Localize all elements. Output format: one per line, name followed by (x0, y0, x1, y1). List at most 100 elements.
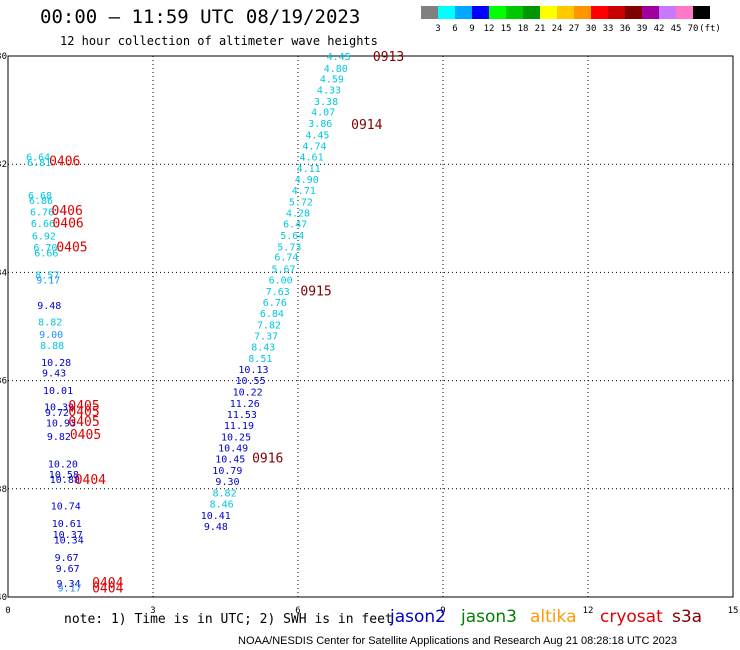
legend-label: (ft) (699, 24, 721, 34)
wave-height-a: 7.82 (257, 320, 281, 331)
wave-height-b: 9.72 (45, 408, 69, 419)
legend-swatch (591, 6, 608, 19)
legend-swatch (506, 6, 523, 19)
wave-height-a: 7.63 (266, 287, 290, 298)
wave-height-a: 11.19 (224, 421, 254, 432)
x-tick-label: 12 (583, 606, 594, 616)
time-label: 0914 (351, 118, 382, 133)
wave-height-a: 10.49 (218, 444, 248, 455)
wave-height-b: 10.34 (54, 536, 84, 547)
wave-height-a: 4.74 (302, 141, 326, 152)
x-tick-label: 9 (440, 606, 445, 616)
legend-altika: altika (530, 607, 577, 627)
wave-height-a: 4.45 (327, 52, 351, 63)
wave-height-a: 5.73 (277, 242, 301, 253)
time-label: 0915 (300, 284, 331, 299)
y-tick-label: -38 (0, 485, 7, 495)
y-tick-label: -40 (0, 593, 7, 603)
wave-height-a: 6.84 (260, 309, 284, 320)
plot-frame (7, 55, 734, 598)
legend-swatch (557, 6, 574, 19)
legend-label: 39 (637, 24, 648, 34)
legend-label: 24 (552, 24, 563, 34)
wave-height-a: 3.38 (314, 97, 338, 108)
wave-height-b: 9.48 (37, 301, 61, 312)
legend-swatch (523, 6, 540, 19)
y-tick-label: -30 (0, 52, 7, 62)
x-tick-label: 3 (150, 606, 155, 616)
wave-height-b: 9.43 (42, 368, 66, 379)
legend-cryosat: cryosat (600, 607, 663, 627)
wave-height-a: 10.25 (221, 432, 251, 443)
legend-s3a: s3a (672, 607, 703, 627)
legend-swatch (472, 6, 489, 19)
wave-height-b: 10.88 (50, 475, 80, 486)
wave-height-a: 8.51 (248, 354, 272, 365)
wave-height-b: 6.92 (32, 232, 56, 243)
wave-height-b: 8.57 (35, 271, 59, 282)
x-tick-label: 15 (728, 606, 739, 616)
legend-jason3: jason3 (461, 607, 517, 627)
legend-swatch (455, 6, 472, 19)
footer-note: note: 1) Time is in UTC; 2) SWH is in fe… (64, 612, 393, 627)
wave-height-b: 9.17 (36, 275, 60, 286)
wave-height-a: 4.80 (324, 64, 348, 75)
legend-label: 15 (501, 24, 512, 34)
wave-height-a: 3.86 (308, 119, 332, 130)
wave-height-b: 10.61 (52, 519, 82, 530)
wave-height-b: 6.70 (33, 243, 57, 254)
time-label: 0913 (373, 50, 404, 65)
time-label: 0404 (75, 473, 106, 488)
wave-height-b: 10.37 (53, 530, 83, 541)
wave-height-b: 10.01 (43, 386, 73, 397)
legend-label: 36 (620, 24, 631, 34)
legend-swatch (693, 6, 710, 19)
wave-height-a: 10.41 (201, 511, 231, 522)
wave-height-a: 5.67 (271, 265, 295, 276)
time-label: 0406 (49, 154, 80, 169)
legend-label: 21 (535, 24, 546, 34)
wave-height-b: 9.34 (57, 579, 81, 590)
wave-height-a: 6.00 (269, 275, 293, 286)
wave-height-a: 8.46 (210, 499, 234, 510)
wave-height-a: 10.13 (238, 365, 268, 376)
wave-height-b: 6.86 (29, 196, 53, 207)
legend-label: 3 (435, 24, 440, 34)
wave-height-b: 8.82 (38, 318, 62, 329)
time-label: 0406 (52, 217, 83, 232)
time-label: 0404 (92, 576, 123, 591)
wave-height-a: 6.47 (283, 220, 307, 231)
wave-height-b: 10.93 (46, 418, 76, 429)
wave-height-a: 6.74 (274, 253, 298, 264)
y-tick-label: -34 (0, 268, 7, 278)
wave-height-a: 4.11 (297, 164, 321, 175)
wave-height-b: 6.66 (34, 248, 58, 259)
wave-height-a: 4.71 (292, 186, 316, 197)
time-label: 0405 (56, 240, 87, 255)
wave-height-a: 4.45 (305, 130, 329, 141)
wave-height-b: 6.68 (28, 191, 52, 202)
legend-swatch (489, 6, 506, 19)
wave-height-a: 5.64 (280, 231, 304, 242)
wave-height-a: 8.43 (251, 343, 275, 354)
legend-swatch (625, 6, 642, 19)
wave-height-a: 9.48 (204, 522, 228, 533)
wave-height-a: 8.82 (213, 489, 237, 500)
wave-height-a: 10.45 (215, 455, 245, 466)
time-label: 0406 (52, 204, 83, 219)
legend-swatch (659, 6, 676, 19)
wave-height-a: 10.55 (236, 376, 266, 387)
time-label: 0405 (68, 405, 99, 420)
wave-height-a: 10.22 (233, 387, 263, 398)
y-tick-label: -36 (0, 377, 7, 387)
wave-height-a: 4.90 (295, 175, 319, 186)
wave-height-b: 10.20 (48, 459, 78, 470)
x-tick-label: 6 (295, 606, 300, 616)
legend-label: 45 (671, 24, 682, 34)
time-label: 0404 (92, 581, 123, 596)
wave-height-b: 10.58 (49, 470, 79, 481)
wave-height-a: 11.26 (230, 399, 260, 410)
legend-label: 18 (518, 24, 529, 34)
x-tick-label: 0 (5, 606, 10, 616)
